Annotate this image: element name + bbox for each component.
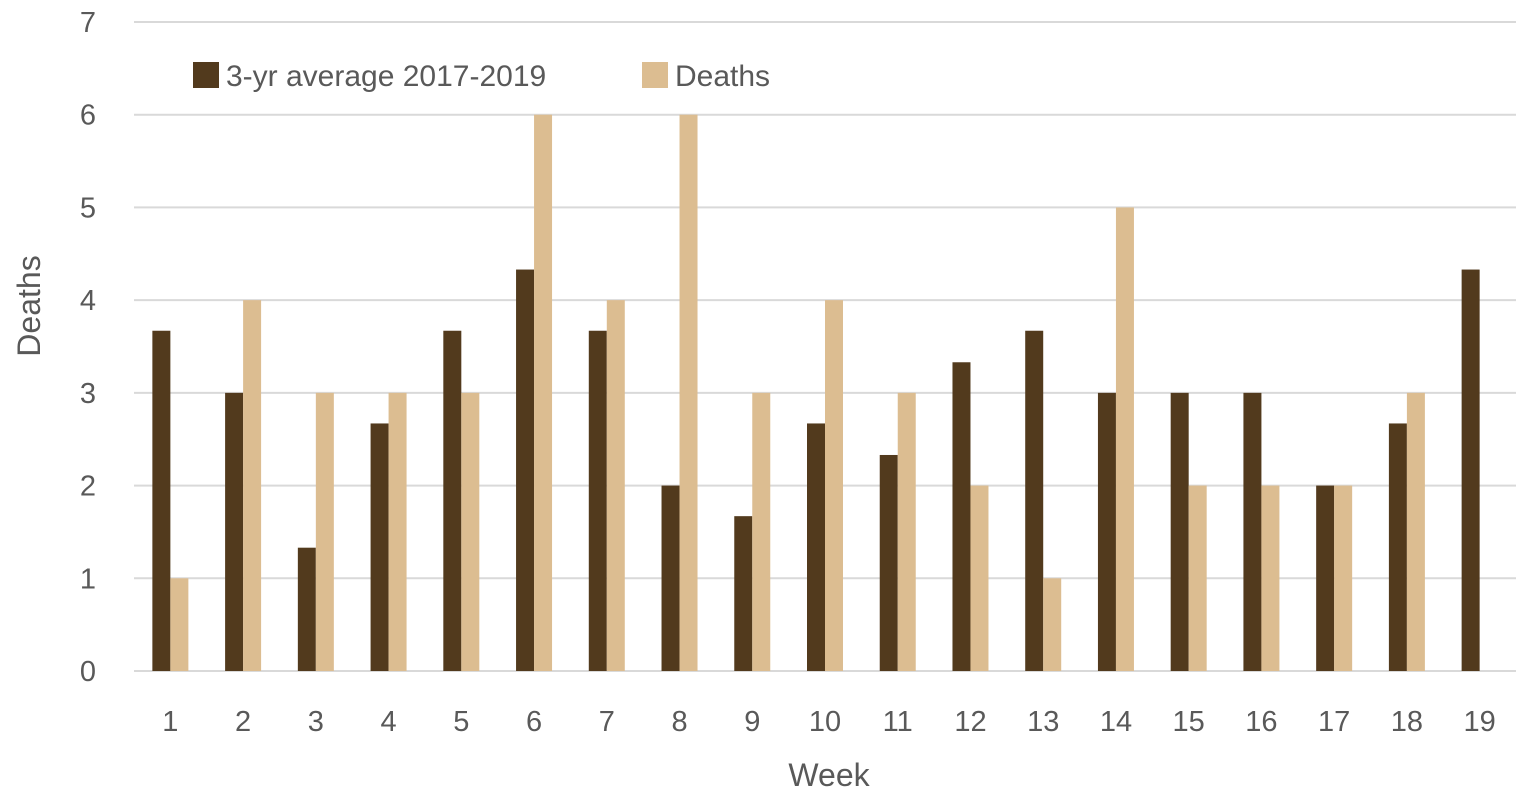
x-tick-label: 15 xyxy=(1173,706,1205,738)
bar-average xyxy=(588,330,607,671)
bars xyxy=(152,114,1480,671)
bar-average xyxy=(1170,392,1189,671)
x-tick-label: 7 xyxy=(599,706,615,738)
bar-average xyxy=(297,547,316,671)
y-axis-ticks: 0 1 2 3 4 5 6 7 xyxy=(80,7,96,688)
bar-deaths xyxy=(1188,485,1207,671)
bar-deaths xyxy=(970,485,989,671)
x-tick-label: 16 xyxy=(1245,706,1277,738)
bar-deaths xyxy=(388,392,407,671)
bar-average xyxy=(952,362,971,671)
bar-average xyxy=(1461,269,1480,671)
x-tick-label: 4 xyxy=(381,706,397,738)
bar-average xyxy=(516,269,535,671)
x-tick-label: 6 xyxy=(526,706,542,738)
y-tick-label: 2 xyxy=(80,471,96,503)
bar-average xyxy=(1025,330,1044,671)
bar-average xyxy=(443,330,462,671)
bar-average xyxy=(1316,485,1335,671)
bar-average xyxy=(1388,423,1407,671)
bar-average xyxy=(152,330,171,671)
bar-deaths xyxy=(1334,485,1353,671)
x-tick-label: 8 xyxy=(671,706,687,738)
x-axis-ticks: 1 2 3 4 5 6 7 8 9 10 11 12 13 14 15 16 17 18 19 xyxy=(162,706,1495,738)
y-axis-title: Deaths xyxy=(11,255,47,356)
x-tick-label: 17 xyxy=(1318,706,1350,738)
bar-deaths xyxy=(534,114,553,671)
bar-average xyxy=(370,423,389,671)
bar-average xyxy=(225,392,244,671)
bar-deaths xyxy=(461,392,480,671)
bar-deaths xyxy=(315,392,334,671)
x-tick-label: 18 xyxy=(1391,706,1423,738)
bar-deaths xyxy=(679,114,698,671)
y-tick-label: 0 xyxy=(80,656,96,688)
bar-deaths xyxy=(606,300,625,671)
y-tick-label: 7 xyxy=(80,7,96,39)
x-tick-label: 11 xyxy=(883,706,913,738)
bar-average xyxy=(1243,392,1262,671)
bar-deaths xyxy=(1115,207,1134,671)
bar-average xyxy=(734,516,753,671)
x-tick-label: 2 xyxy=(235,706,251,738)
bar-deaths xyxy=(1406,392,1425,671)
x-tick-label: 19 xyxy=(1463,706,1495,738)
bar-deaths xyxy=(752,392,771,671)
x-tick-label: 14 xyxy=(1100,706,1132,738)
y-tick-label: 6 xyxy=(80,100,96,132)
bar-average xyxy=(807,423,825,671)
y-tick-label: 4 xyxy=(80,285,96,317)
bar-average xyxy=(661,485,680,671)
legend-swatch xyxy=(642,62,668,88)
bar-deaths xyxy=(825,300,843,671)
x-tick-label: 5 xyxy=(453,706,469,738)
y-tick-label: 5 xyxy=(80,192,96,224)
x-tick-label: 12 xyxy=(954,706,986,738)
x-tick-label: 9 xyxy=(744,706,760,738)
y-tick-label: 3 xyxy=(80,378,96,410)
legend-label: Deaths xyxy=(675,60,770,93)
bar-deaths xyxy=(1043,578,1062,671)
x-tick-label: 3 xyxy=(308,706,324,738)
legend: 3-yr average 2017-2019 Deaths xyxy=(193,60,770,93)
legend-label: 3-yr average 2017-2019 xyxy=(226,60,546,93)
bar-deaths xyxy=(243,300,262,671)
legend-swatch xyxy=(193,62,219,88)
bar-average xyxy=(1097,392,1116,671)
x-tick-label: 1 xyxy=(162,706,178,738)
y-tick-label: 1 xyxy=(80,563,96,595)
bar-deaths xyxy=(897,392,916,671)
x-axis-title: Week xyxy=(788,757,870,793)
bar-deaths xyxy=(1261,485,1280,671)
x-tick-label: 13 xyxy=(1027,706,1059,738)
bar-deaths xyxy=(170,578,189,671)
bar-average xyxy=(879,454,898,671)
x-tick-label: 10 xyxy=(809,706,841,738)
